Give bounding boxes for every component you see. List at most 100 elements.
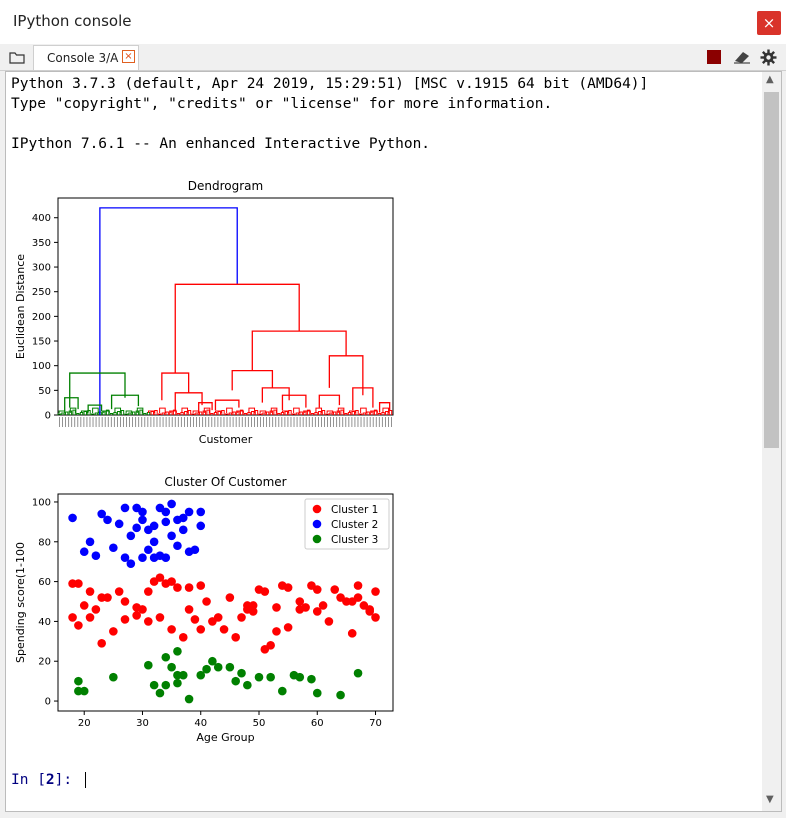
tab-console-3a[interactable]: Console 3/A ×: [33, 45, 139, 70]
scatter-point: [167, 499, 176, 509]
dendrogram-leaf-link: [273, 409, 277, 415]
dendrogram-link: [99, 207, 238, 415]
dendrogram-leaf-link: [348, 410, 356, 414]
scatter-point: [138, 553, 147, 563]
scatter-point: [231, 633, 240, 642]
dendrogram-leaf-link: [214, 410, 222, 414]
dendrogram-link: [110, 394, 140, 410]
dendrogram-leaf-link: [265, 411, 270, 415]
window-close-button[interactable]: ×: [757, 11, 781, 35]
dendrogram-leaf-link: [360, 407, 367, 414]
scatter-xtick-label: 30: [136, 718, 149, 729]
dendrogram-leaf-link: [355, 410, 359, 415]
text-cursor: [84, 772, 86, 788]
dendrogram-link: [318, 394, 341, 408]
folder-icon[interactable]: [9, 51, 25, 64]
scroll-thumb[interactable]: [764, 92, 779, 448]
scatter-point: [336, 593, 345, 602]
tab-close-icon[interactable]: ×: [122, 50, 135, 63]
scatter-ytick-label: 20: [38, 657, 51, 668]
scatter-point: [126, 531, 136, 541]
dendrogram-leaf-link: [315, 407, 323, 414]
scatter-point: [178, 513, 188, 523]
scatter-point: [79, 547, 89, 557]
scatter-point: [312, 585, 322, 594]
scroll-down-icon[interactable]: ▼: [766, 794, 774, 805]
scatter-point: [109, 672, 118, 682]
prompt-suffix: ]:: [54, 772, 81, 788]
scatter-ytick-label: 40: [38, 617, 51, 628]
clear-console-icon[interactable]: [732, 49, 752, 65]
dendrogram-leaf-link: [232, 411, 236, 415]
dendrogram-link: [231, 369, 274, 391]
dendrogram-leaf-link: [125, 410, 133, 414]
scroll-up-icon[interactable]: ▲: [766, 74, 774, 85]
scatter-point: [120, 615, 130, 624]
scatter-point: [91, 605, 101, 614]
scatter-point: [91, 551, 101, 561]
dendrogram-leaf-link: [143, 413, 147, 415]
vertical-scrollbar[interactable]: ▲ ▼: [762, 72, 781, 811]
dendrogram-leaf-link: [147, 410, 155, 414]
dendrogram-leaf-link: [329, 412, 333, 415]
dendrogram-link: [378, 402, 391, 413]
scatter-point: [213, 662, 223, 672]
scatter-point: [283, 623, 293, 632]
scatter-point: [353, 581, 363, 590]
dendrogram-leaf-link: [306, 409, 311, 415]
scatter-point: [149, 537, 159, 547]
scatter-figure: Cluster Of Customer 20 30 40 50 60 70 0 20 40 60 80…: [14, 475, 394, 744]
dendrogram-leaf-link: [94, 412, 99, 415]
scatter-point: [114, 587, 124, 596]
dendrogram-leaf-link: [373, 409, 378, 415]
dendrogram-leaf-link: [292, 413, 296, 415]
scatter-point: [324, 617, 334, 626]
scatter-point: [167, 625, 176, 634]
scatter-point: [109, 627, 118, 636]
tab-label: Console 3/A: [47, 51, 119, 65]
scatter-point: [190, 615, 200, 624]
dendrogram-link: [328, 355, 364, 396]
dendrogram-leaf-link: [64, 411, 69, 415]
input-prompt[interactable]: In [2]:: [11, 772, 86, 788]
stop-kernel-button[interactable]: [707, 50, 721, 64]
legend-label: Cluster 1: [331, 504, 378, 516]
scatter-point: [347, 629, 357, 638]
dendrogram-leaf-link: [344, 413, 348, 415]
dendrogram-link: [174, 283, 300, 374]
dendrogram-leaf-link: [92, 407, 99, 414]
scatter-point: [155, 688, 165, 698]
console-output[interactable]: Python 3.7.3 (default, Apr 24 2019, 15:2…: [5, 71, 782, 812]
scatter-point: [120, 503, 130, 513]
dendrogram-leaf-link: [165, 411, 169, 415]
scatter-point: [161, 680, 171, 690]
scatter-point: [103, 593, 112, 602]
window-title: IPython console: [13, 12, 132, 30]
gear-icon[interactable]: [760, 49, 777, 66]
dendrogram-ytick-label: 300: [32, 263, 51, 274]
dendrogram-leaf-link: [58, 410, 66, 414]
scatter-point: [173, 678, 182, 688]
console-tabbar: Console 3/A ×: [0, 44, 786, 71]
dendrogram-leaf-link: [377, 413, 382, 415]
dendrogram-leaf-link: [318, 411, 322, 415]
scatter-xlabel: Age Group: [196, 731, 254, 744]
dendrogram-figure: Dendrogram 0 50 100 150 200 250 300 350 400 Custom…: [14, 179, 394, 446]
scatter-point: [173, 541, 182, 551]
dendrogram-leaf-link: [251, 411, 255, 415]
scatter-point: [114, 519, 124, 529]
legend-marker: [312, 504, 322, 514]
scatter-point: [161, 517, 171, 527]
scatter-point: [155, 613, 165, 622]
dendrogram-leaf-link: [359, 413, 363, 415]
dendrogram-leaf-link: [299, 411, 303, 415]
dendrogram-leaf-link: [181, 407, 189, 414]
dendrogram-leaf-link: [158, 413, 162, 415]
scatter-point: [68, 513, 77, 523]
dendrogram-leaf-link: [340, 409, 344, 415]
scatter-point: [144, 617, 153, 626]
scatter-point: [68, 613, 77, 622]
scatter-ytick-label: 0: [45, 697, 51, 708]
scatter-point: [79, 686, 89, 696]
scatter-point: [97, 639, 106, 648]
